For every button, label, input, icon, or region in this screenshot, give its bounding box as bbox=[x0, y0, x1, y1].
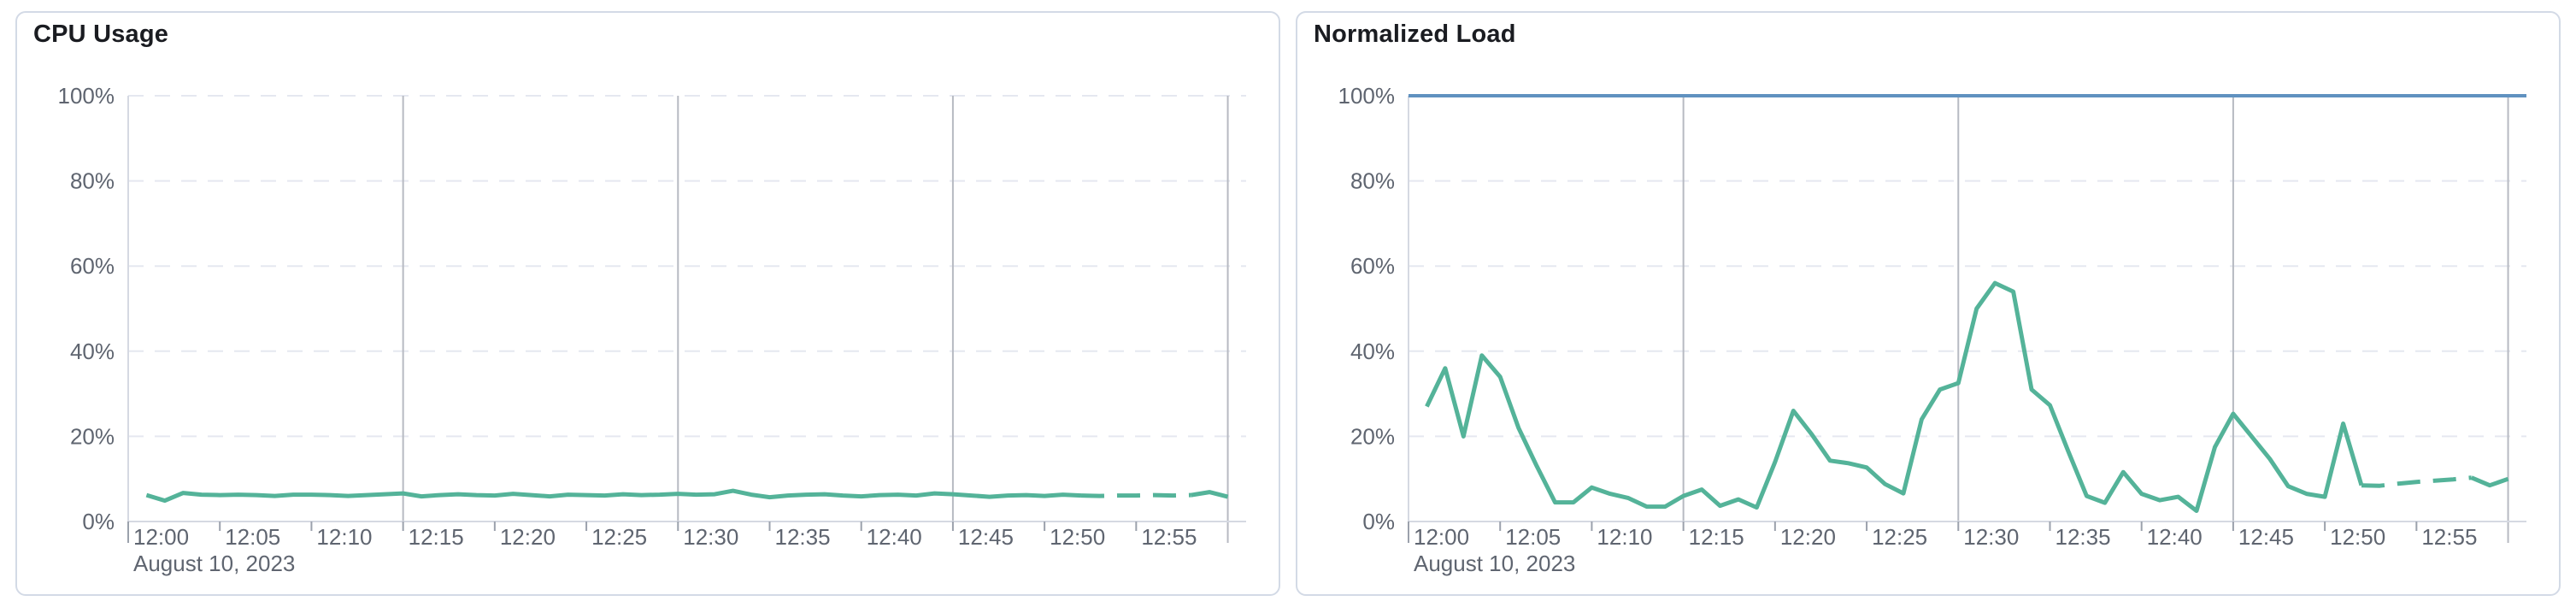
x-axis-label: 12:45 bbox=[2238, 524, 2294, 550]
x-axis-label: 12:25 bbox=[591, 524, 647, 550]
x-axis-label: 12:10 bbox=[1597, 524, 1652, 550]
x-axis-label: 12:50 bbox=[1050, 524, 1105, 550]
y-axis-label: 60% bbox=[1350, 253, 1395, 279]
y-axis-label: 100% bbox=[1338, 83, 1396, 109]
x-axis-label: 12:25 bbox=[1872, 524, 1927, 550]
y-axis-label: 80% bbox=[1350, 168, 1395, 194]
x-axis-label: 12:20 bbox=[500, 524, 556, 550]
x-axis-label: 12:05 bbox=[225, 524, 280, 550]
x-axis-label: 12:05 bbox=[1505, 524, 1561, 550]
cpu-usage-chart[interactable]: 12:00 12:05 12:10 12:15 12:20 12:25 12:30 12:35… bbox=[17, 13, 1279, 594]
series-line-cpu-usage-dashed bbox=[1080, 492, 1191, 498]
y-axis-label: 80% bbox=[70, 168, 115, 194]
y-axis-label: 40% bbox=[1350, 339, 1395, 364]
x-axis-label: 12:35 bbox=[2055, 524, 2110, 550]
y-axis-label: 20% bbox=[70, 423, 115, 449]
x-axis-label: 12:30 bbox=[1963, 524, 2019, 550]
y-axis-label: 40% bbox=[70, 339, 115, 364]
x-axis-label: 12:00 bbox=[133, 524, 189, 550]
x-axis-date-label: August 10, 2023 bbox=[1414, 551, 1575, 576]
x-axis-label: 12:15 bbox=[1689, 524, 1744, 550]
x-axis-label: 12:40 bbox=[867, 524, 922, 550]
y-axis-label: 100% bbox=[58, 83, 115, 109]
x-axis-label: 12:40 bbox=[2147, 524, 2203, 550]
plot-area[interactable] bbox=[1409, 96, 2526, 522]
x-axis-label: 12:50 bbox=[2330, 524, 2385, 550]
series-line-cpu-usage bbox=[1191, 490, 1229, 499]
y-axis-label: 0% bbox=[1362, 509, 1395, 534]
series-line-cpu-usage bbox=[145, 488, 1082, 504]
x-axis-label: 12:55 bbox=[2421, 524, 2477, 550]
normalized-load-chart[interactable]: 12:00 12:05 12:10 12:15 12:20 12:25 12:30 12:35… bbox=[1297, 13, 2559, 594]
x-axis-label: 12:10 bbox=[316, 524, 372, 550]
x-axis-label: 12:15 bbox=[409, 524, 464, 550]
x-axis-label: 12:55 bbox=[1141, 524, 1197, 550]
y-axis-label: 60% bbox=[70, 253, 115, 279]
normalized-load-panel-title: Normalized Load bbox=[1314, 21, 1516, 48]
plot-area[interactable] bbox=[128, 96, 1246, 522]
series-line-normalized-load bbox=[1425, 280, 2364, 513]
x-axis-label: 12:45 bbox=[958, 524, 1014, 550]
x-axis-label: 12:35 bbox=[774, 524, 830, 550]
x-axis-label: 12:30 bbox=[683, 524, 738, 550]
cpu-usage-panel: CPU Usage 12:00 12:05 12:10 12:15 12:20 12:25… bbox=[15, 11, 1280, 596]
x-axis-label: 12:20 bbox=[1780, 524, 1836, 550]
cpu-usage-panel-title: CPU Usage bbox=[33, 21, 169, 48]
y-axis-label: 0% bbox=[82, 509, 115, 534]
series-line-normalized-load-dashed bbox=[2361, 475, 2472, 488]
x-axis-date-label: August 10, 2023 bbox=[133, 551, 295, 576]
normalized-load-panel: Normalized Load 12:00 12:05 12:10 12:15 12:2… bbox=[1296, 11, 2561, 596]
x-axis-label: 12:00 bbox=[1414, 524, 1469, 550]
y-axis-label: 20% bbox=[1350, 423, 1395, 449]
series-line-normalized-load bbox=[2470, 475, 2509, 488]
